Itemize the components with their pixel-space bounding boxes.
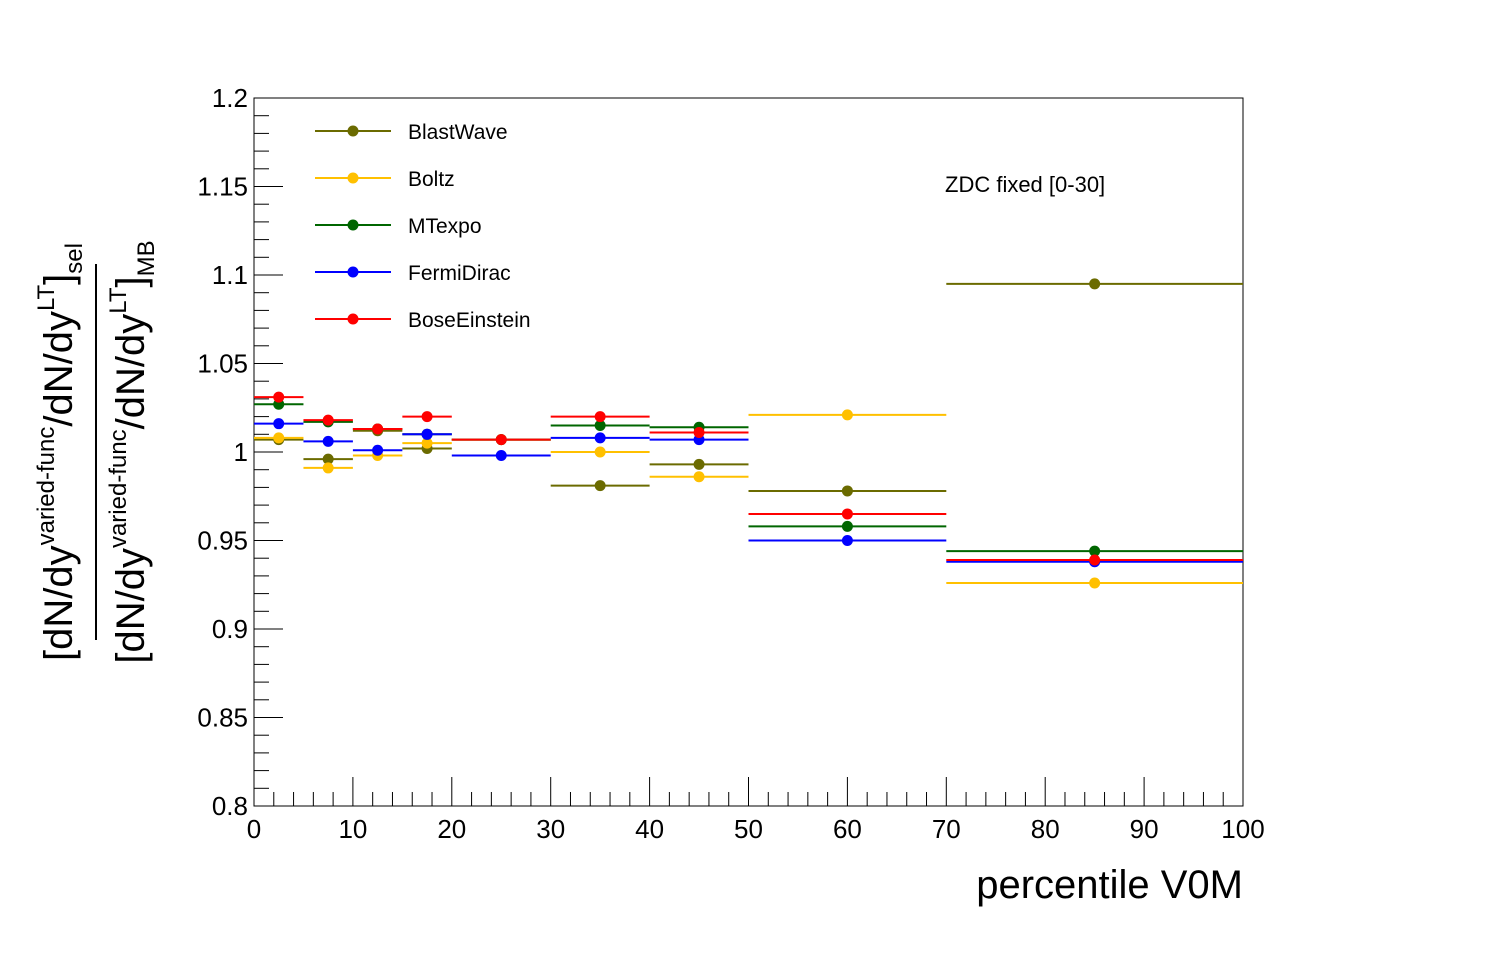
data-point xyxy=(594,411,606,423)
data-point xyxy=(841,520,853,532)
data-point xyxy=(841,409,853,421)
y-den-part1: [dN/dy xyxy=(109,548,153,664)
y-tick-label: 0.95 xyxy=(197,526,248,556)
x-tick-label: 90 xyxy=(1130,814,1159,844)
data-point xyxy=(594,480,606,492)
x-tick-label: 50 xyxy=(734,814,763,844)
y-tick-label: 1 xyxy=(234,437,248,467)
legend-label: BoseEinstein xyxy=(408,309,531,332)
data-point xyxy=(693,471,705,483)
y-num-sup1: varied-func xyxy=(33,427,60,546)
legend-item-blastwave: BlastWave xyxy=(315,121,508,144)
x-tick-label: 60 xyxy=(833,814,862,844)
legend: BlastWave Boltz MTexpo FermiDirac BoseEinste… xyxy=(315,121,531,332)
data-point xyxy=(594,419,606,431)
y-den-sup2: LT xyxy=(105,287,132,314)
y-tick-label: 0.8 xyxy=(212,791,248,821)
series-boltz xyxy=(254,409,1243,589)
data-point xyxy=(421,411,433,423)
legend-label: BlastWave xyxy=(408,121,508,144)
legend-marker xyxy=(347,219,359,231)
data-point xyxy=(495,450,507,462)
data-point xyxy=(322,453,334,465)
y-axis-title: [dN/dyvaried-func/dN/dyLT]sel [dN/dyvari… xyxy=(33,240,160,663)
legend-marker xyxy=(347,125,359,137)
legend-marker xyxy=(347,266,359,278)
x-tick-label: 0 xyxy=(247,814,261,844)
x-axis: 0 10 20 30 40 50 60 70 80 90 100 xyxy=(247,777,1265,844)
x-tick-label: 100 xyxy=(1221,814,1264,844)
y-den-sup1: varied-func xyxy=(105,429,132,548)
y-den-part3: ] xyxy=(109,276,153,287)
y-title-numerator: [dN/dyvaried-func/dN/dyLT]sel xyxy=(33,243,88,661)
y-num-part1: [dN/dy xyxy=(37,545,81,661)
x-tick-label: 70 xyxy=(932,814,961,844)
legend-marker xyxy=(347,172,359,184)
legend-label: MTexpo xyxy=(408,215,482,238)
legend-item-fermidirac: FermiDirac xyxy=(315,262,511,285)
data-point xyxy=(1089,577,1101,589)
x-tick-label: 20 xyxy=(437,814,466,844)
y-num-sub: sel xyxy=(61,243,88,274)
data-point xyxy=(693,427,705,439)
legend-item-boseeinstein: BoseEinstein xyxy=(315,309,531,332)
data-point xyxy=(1089,545,1101,557)
data-point xyxy=(594,432,606,444)
x-tick-label: 40 xyxy=(635,814,664,844)
data-point xyxy=(421,437,433,449)
legend-marker xyxy=(347,313,359,325)
series-blastwave xyxy=(254,278,1243,497)
legend-item-mtexpo: MTexpo xyxy=(315,215,482,238)
data-point xyxy=(693,458,705,470)
data-point xyxy=(841,535,853,546)
y-tick-label: 1.1 xyxy=(212,260,248,290)
data-point xyxy=(372,444,384,456)
y-tick-label: 1.15 xyxy=(197,172,248,202)
y-tick-label: 1.2 xyxy=(212,83,248,113)
y-tick-label: 0.9 xyxy=(212,614,248,644)
x-tick-label: 80 xyxy=(1031,814,1060,844)
y-num-part3: ] xyxy=(37,274,81,285)
x-tick-label: 10 xyxy=(338,814,367,844)
y-axis: 0.8 0.85 0.9 0.95 1 1.05 1.1 1.15 1.2 xyxy=(197,83,283,821)
data-point xyxy=(594,446,606,458)
series-fermidirac xyxy=(254,418,1243,568)
x-tick-label: 30 xyxy=(536,814,565,844)
series-layer xyxy=(254,278,1243,589)
data-point xyxy=(841,485,853,497)
y-tick-label: 1.05 xyxy=(197,349,248,379)
data-point xyxy=(421,428,433,440)
legend-item-boltz: Boltz xyxy=(315,168,455,191)
y-tick-label: 0.85 xyxy=(197,703,248,733)
data-point xyxy=(273,418,285,430)
plot-frame xyxy=(253,97,1244,807)
data-point xyxy=(1089,278,1101,290)
data-point xyxy=(273,391,285,403)
data-point xyxy=(322,414,334,426)
legend-label: FermiDirac xyxy=(408,262,511,285)
y-den-part2: /dN/dy xyxy=(109,314,153,430)
data-point xyxy=(372,423,384,435)
annotation-label: ZDC fixed [0-30] xyxy=(945,172,1105,197)
data-point xyxy=(495,434,507,446)
y-den-sub: MB xyxy=(133,240,160,276)
data-point xyxy=(1089,554,1101,566)
x-axis-title: percentile V0M xyxy=(976,863,1243,907)
y-num-part2: /dN/dy xyxy=(37,311,81,427)
series-boseeinstein xyxy=(254,391,1243,566)
legend-label: Boltz xyxy=(408,168,455,191)
y-num-sup2: LT xyxy=(33,284,60,311)
y-title-denominator: [dN/dyvaried-func/dN/dyLT]MB xyxy=(105,240,160,663)
data-point xyxy=(322,462,334,474)
data-point xyxy=(841,508,853,520)
data-point xyxy=(273,432,285,444)
data-point xyxy=(322,435,334,447)
